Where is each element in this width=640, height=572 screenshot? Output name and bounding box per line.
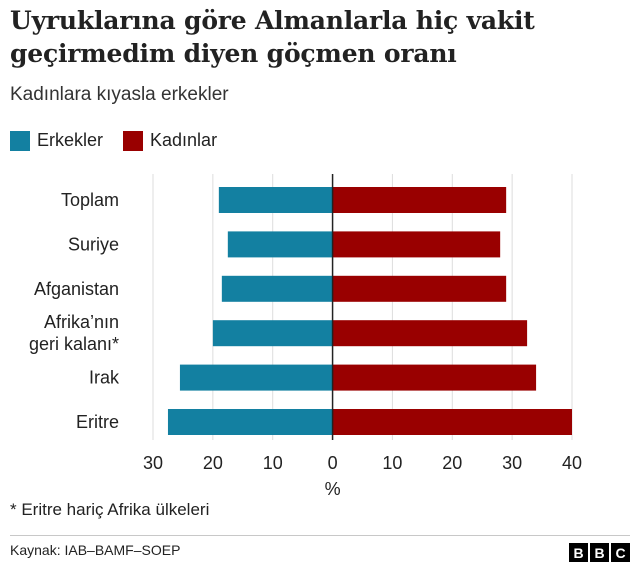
x-tick-label: 30 [502,453,522,473]
legend-item-women: Kadınlar [123,130,217,151]
x-tick-label: 30 [143,453,163,473]
chart-title: Uyruklarına göre Almanlarla hiç vakit ge… [10,6,535,68]
x-tick-label: 10 [263,453,283,473]
bar-women [332,320,528,347]
x-tick-label: 20 [203,453,223,473]
bar-men [221,275,333,302]
category-label: Eritre [76,412,119,432]
bbc-logo-letter: B [569,543,588,562]
bar-men [218,187,333,213]
category-label: Suriye [68,234,119,254]
bar-men [212,320,333,347]
category-label: Irak [89,368,120,388]
bbc-logo: B B C [569,543,630,562]
legend-label-men: Erkekler [37,130,104,150]
source-text: Kaynak: IAB–BAMF–SOEP [10,542,181,558]
chart-subtitle: Kadınlara kıyasla erkekler [10,84,229,105]
bar-women [332,364,537,391]
footnote: * Eritre hariç Afrika ülkeleri [10,500,210,519]
legend-label-women: Kadınlar [150,130,218,150]
x-axis-label: % [325,479,341,499]
legend-item-men: Erkekler [10,130,103,151]
category-label: Afrika’nın [44,312,119,332]
bbc-logo-letter: C [611,543,630,562]
bar-women [332,231,501,258]
bar-men [227,231,333,258]
bar-women [332,187,507,213]
bbc-logo-letter: B [590,543,609,562]
legend-swatch-men [10,130,30,151]
category-label: geri kalanı* [29,334,119,354]
bar-men [179,364,333,391]
x-tick-label: 0 [328,453,338,473]
x-tick-label: 20 [442,453,462,473]
bar-women [332,275,507,302]
bar-men [167,409,333,435]
x-tick-label: 10 [382,453,402,473]
legend-swatch-women [123,130,144,151]
legend: Erkekler Kadınlar [10,130,237,151]
bar-women [332,409,572,435]
category-label: Toplam [61,190,119,210]
category-label: Afganistan [34,279,119,299]
x-tick-label: 40 [562,453,582,473]
footer-divider [10,535,630,536]
